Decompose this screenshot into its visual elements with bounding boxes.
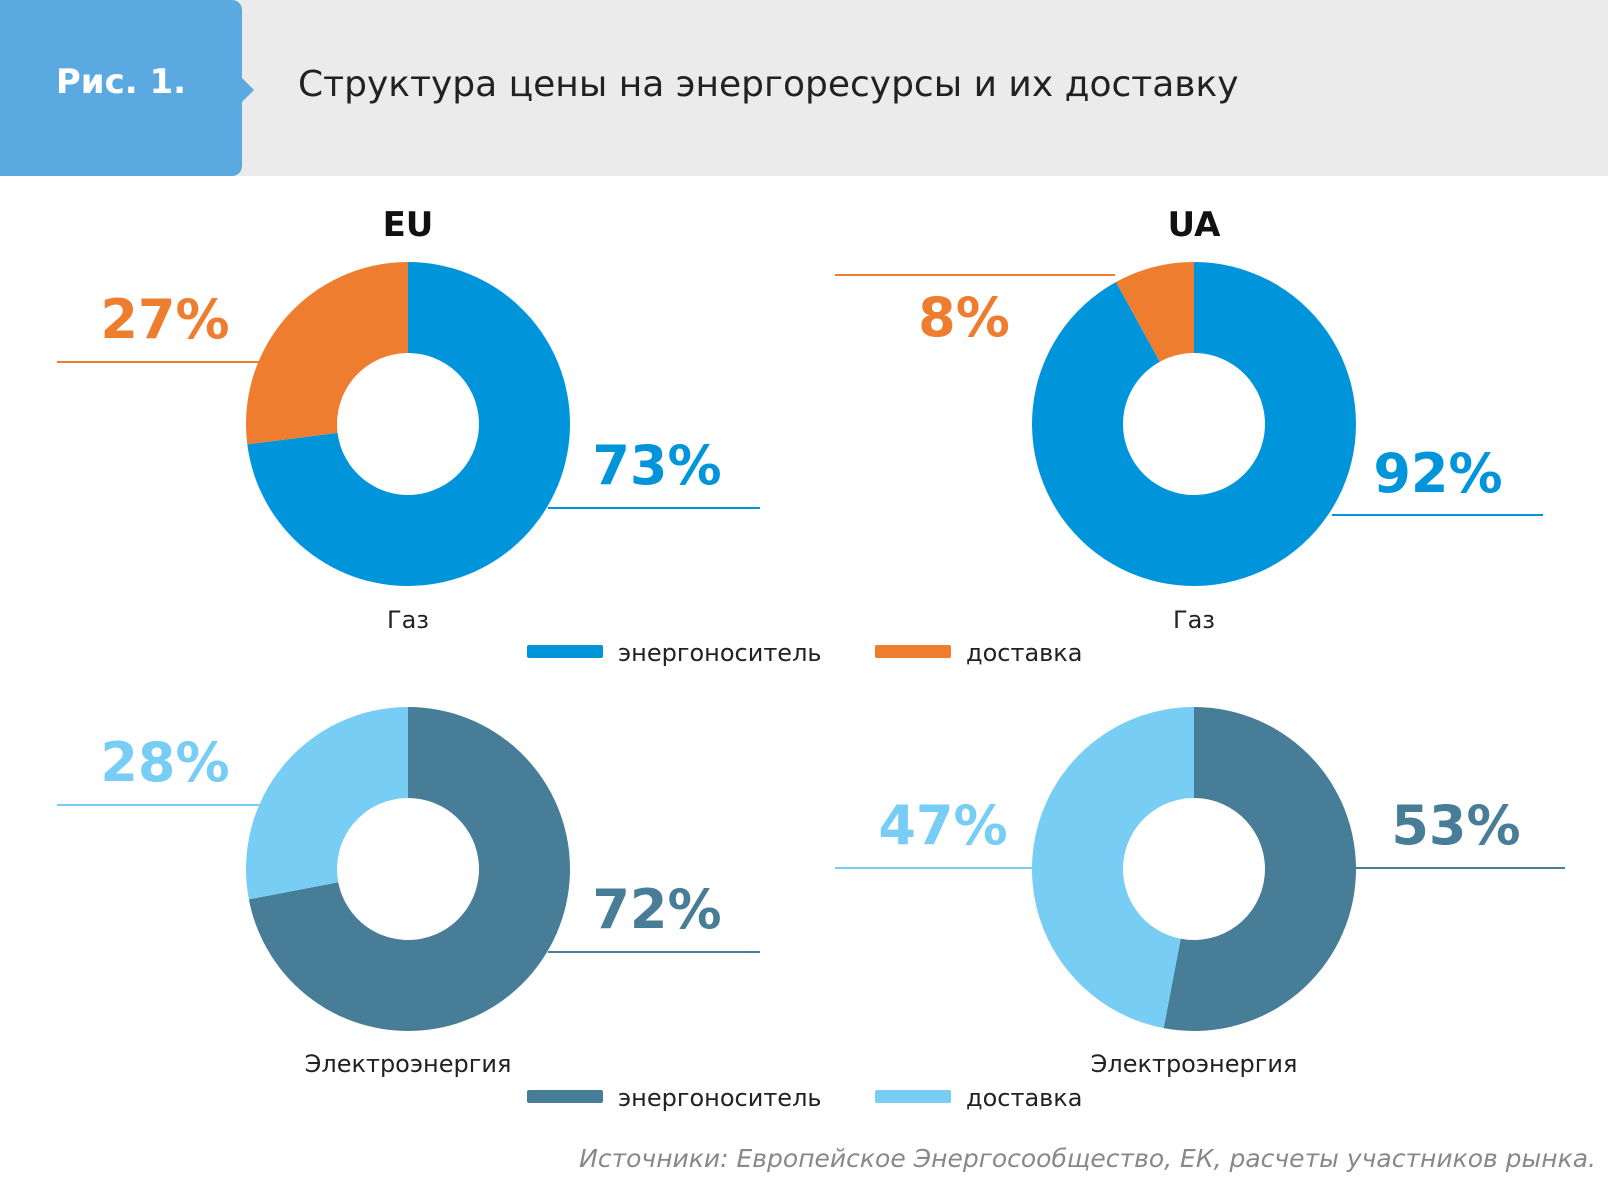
chart-caption: Газ — [1173, 606, 1215, 634]
legends-layer: энергоноситель доставка энергоноситель дост… — [527, 639, 1083, 1112]
chart-caption: Электроэнергия — [1091, 1050, 1298, 1078]
donut-chart: 53% 47% Электроэнергия — [835, 706, 1565, 1078]
legend-electricity: энергоноситель доставка — [527, 1084, 1083, 1112]
legend-label: энергоноситель — [618, 639, 822, 667]
percent-label: 27% — [100, 288, 229, 351]
percent-label: 47% — [878, 794, 1007, 857]
legend-swatch — [527, 1090, 603, 1103]
legend-swatch — [875, 1090, 951, 1103]
delivery-slice — [246, 707, 408, 900]
tab-arrow — [240, 76, 254, 104]
header-band — [0, 0, 1608, 176]
delivery-slice — [1032, 707, 1194, 1029]
percent-label: 73% — [592, 434, 721, 497]
figure-title: Структура цены на энергоресурсы и их дос… — [298, 64, 1239, 105]
percent-label: 92% — [1373, 442, 1502, 505]
legend-swatch — [875, 645, 951, 658]
percent-label: 8% — [918, 286, 1010, 349]
figure-number-tab — [0, 0, 242, 176]
energy-slice — [247, 262, 571, 586]
charts-layer: 73%27%Газ92%8%Газ72%28%Электроэнергия53%… — [57, 262, 1565, 1078]
energy-slice — [1163, 706, 1357, 1031]
legend-label: энергоноситель — [618, 1084, 822, 1112]
chart-caption: Газ — [387, 606, 429, 634]
legend-swatch — [527, 645, 603, 658]
energy-slice — [1032, 262, 1357, 587]
delivery-slice — [246, 262, 408, 445]
percent-label: 53% — [1391, 794, 1520, 857]
donut-chart: 92% 8% Газ — [835, 262, 1543, 634]
source-note: Источники: Европейское Энергосообщество,… — [579, 1144, 1596, 1173]
chart-caption: Электроэнергия — [305, 1050, 512, 1078]
percent-label: 28% — [100, 731, 229, 794]
percent-label: 72% — [592, 878, 721, 941]
region-title-eu: EU — [383, 205, 434, 245]
delivery-slice — [1115, 262, 1194, 362]
figure-number: Рис. 1. — [55, 62, 187, 102]
legend-gas: энергоноситель доставка — [527, 639, 1083, 667]
energy-slice — [248, 707, 571, 1031]
legend-label: доставка — [966, 1084, 1083, 1112]
donut-chart: 72% 28% Электроэнергия — [57, 707, 760, 1078]
donut-chart: 73% 27% Газ — [57, 262, 760, 634]
legend-label: доставка — [966, 639, 1083, 667]
region-title-ua: UA — [1168, 205, 1222, 245]
